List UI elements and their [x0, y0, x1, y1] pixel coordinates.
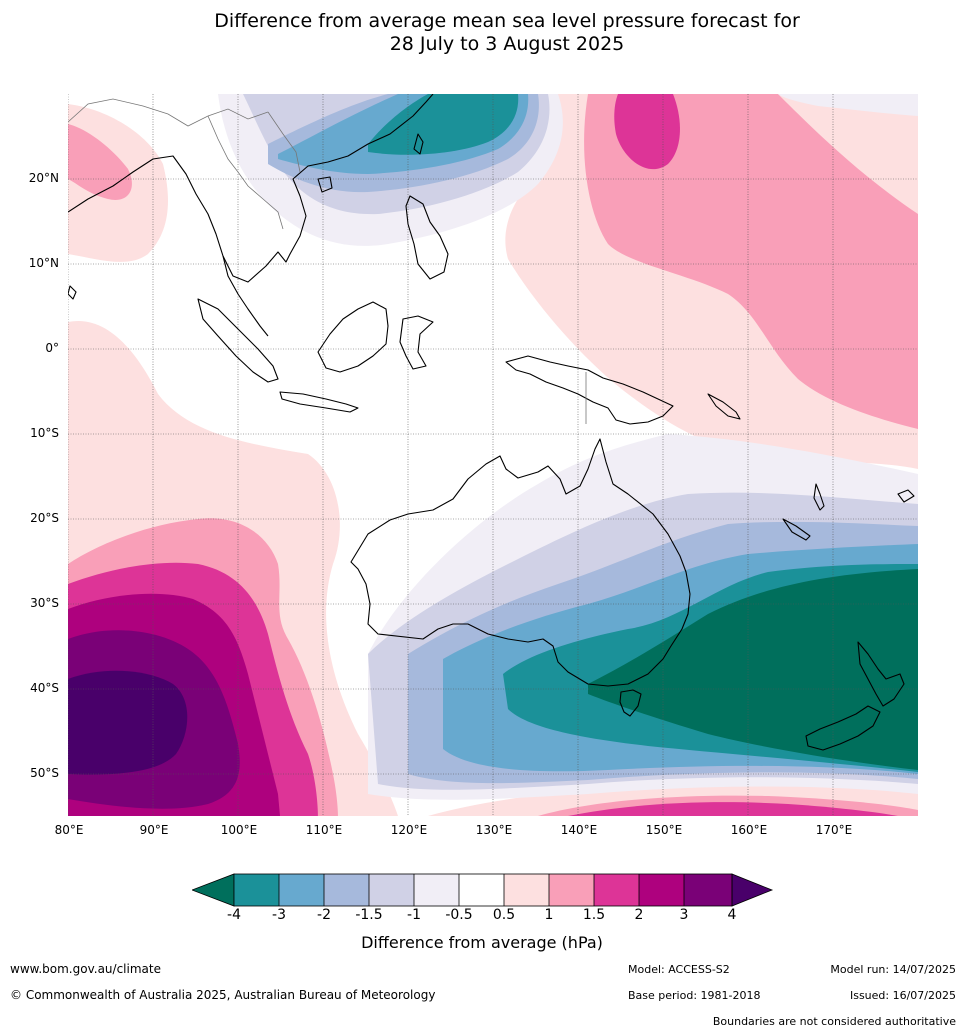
fiji-coastline	[897, 489, 915, 503]
colorbar-tick: 1.5	[582, 907, 606, 923]
colorbar-swatch	[684, 874, 732, 906]
hainan-coastline	[317, 176, 333, 193]
colorbar-swatch	[234, 874, 279, 906]
sumatra-coastline	[197, 298, 279, 383]
colorbar-tick: -3	[272, 907, 286, 923]
mainland-asia-coastline	[68, 94, 434, 283]
java-coastline	[279, 391, 359, 413]
contour-4	[68, 670, 188, 775]
title-line-2: 28 July to 3 August 2025	[389, 33, 625, 55]
lat-label: 20°N	[28, 171, 59, 185]
colorbar-extend-low	[192, 873, 235, 907]
lon-label: 100°E	[220, 823, 258, 837]
colorbar-tick: 3	[679, 907, 689, 923]
contour-neg-3-north	[368, 94, 519, 155]
borneo-coastline	[317, 301, 389, 373]
contour-neg-0.5-ne	[778, 94, 918, 116]
colorbar-label: Difference from average (hPa)	[361, 933, 603, 952]
colorbar-tick: -2	[317, 907, 331, 923]
philippines-coastline	[405, 195, 449, 280]
contour-neg-4	[588, 569, 918, 770]
lon-label: 140°E	[560, 823, 598, 837]
base-period: Base period: 1981-2018	[628, 989, 761, 1002]
title-line-1: Difference from average mean sea level p…	[214, 10, 800, 32]
lon-label: 110°E	[305, 823, 343, 837]
lat-label: 10°S	[30, 426, 59, 440]
colorbar	[192, 873, 774, 907]
issued-date: Issued: 16/07/2025	[849, 989, 956, 1002]
new-zealand-south-coastline	[805, 705, 881, 751]
new-zealand-north-coastline	[857, 641, 905, 707]
chart-title: Difference from average mean sea level p…	[0, 10, 965, 56]
copyright-text: © Commonwealth of Australia 2025, Austra…	[10, 988, 436, 1002]
new-caledonia-coastline	[782, 518, 811, 541]
tasmania-coastline	[619, 689, 642, 717]
model-name: Model: ACCESS-S2	[628, 963, 730, 976]
lon-label: 90°E	[139, 823, 169, 837]
colorbar-swatch	[504, 874, 549, 906]
lat-label: 20°S	[30, 511, 59, 525]
solomon-islands-coastline	[707, 393, 741, 420]
colorbar-swatch	[594, 874, 639, 906]
colorbar-swatch	[459, 874, 504, 906]
lon-label: 150°E	[645, 823, 683, 837]
lon-label: 160°E	[730, 823, 768, 837]
colorbar-tick: -0.5	[445, 907, 473, 923]
lat-label: 10°N	[28, 256, 59, 270]
pressure-anomaly-map	[68, 94, 918, 816]
boundaries-disclaimer: Boundaries are not considered authoritat…	[712, 1015, 956, 1028]
taiwan-coastline	[413, 133, 424, 155]
lat-label: 40°S	[30, 681, 59, 695]
coastlines	[68, 94, 915, 751]
contour-1.5-south	[568, 802, 898, 816]
lat-label: 30°S	[30, 596, 59, 610]
lon-label: 120°E	[390, 823, 428, 837]
colorbar-swatch	[549, 874, 594, 906]
lon-label: 170°E	[815, 823, 853, 837]
vanuatu-coastline	[813, 483, 825, 511]
lat-label: 50°S	[30, 766, 59, 780]
colorbar-tick: -1.5	[355, 907, 383, 923]
colorbar-tick: 0.5	[492, 907, 516, 923]
contour-1-ne	[584, 94, 918, 429]
lat-label: 0°	[45, 341, 59, 355]
colorbar-tick: 2	[634, 907, 644, 923]
new-guinea-coastline	[505, 355, 674, 425]
colorbar-swatch	[324, 874, 369, 906]
lon-label: 130°E	[475, 823, 513, 837]
colorbar-swatch	[369, 874, 414, 906]
positive-anomalies	[68, 94, 918, 816]
lon-label: 80°E	[54, 823, 84, 837]
contour-1-nw	[68, 124, 132, 200]
contour-1.5-ne	[614, 94, 680, 170]
colorbar-swatch	[639, 874, 684, 906]
sulawesi-coastline	[399, 315, 434, 370]
source-url: www.bom.gov.au/climate	[10, 962, 161, 976]
colorbar-tick: 1	[544, 907, 554, 923]
colorbar-tick: -4	[227, 907, 241, 923]
colorbar-tick: -1	[407, 907, 421, 923]
malay-peninsula-coastline	[222, 255, 269, 337]
map-canvas	[68, 94, 918, 816]
negative-anomalies	[218, 94, 918, 800]
australia-coastline	[350, 438, 691, 687]
gridlines	[68, 94, 918, 816]
colorbar-swatch	[414, 874, 459, 906]
country-borders	[68, 98, 587, 424]
colorbar-swatch	[279, 874, 324, 906]
model-run-date: Model run: 14/07/2025	[830, 963, 956, 976]
colorbar-extend-high	[731, 873, 774, 907]
india-west-coastline	[68, 285, 77, 300]
colorbar-tick: 4	[727, 907, 737, 923]
